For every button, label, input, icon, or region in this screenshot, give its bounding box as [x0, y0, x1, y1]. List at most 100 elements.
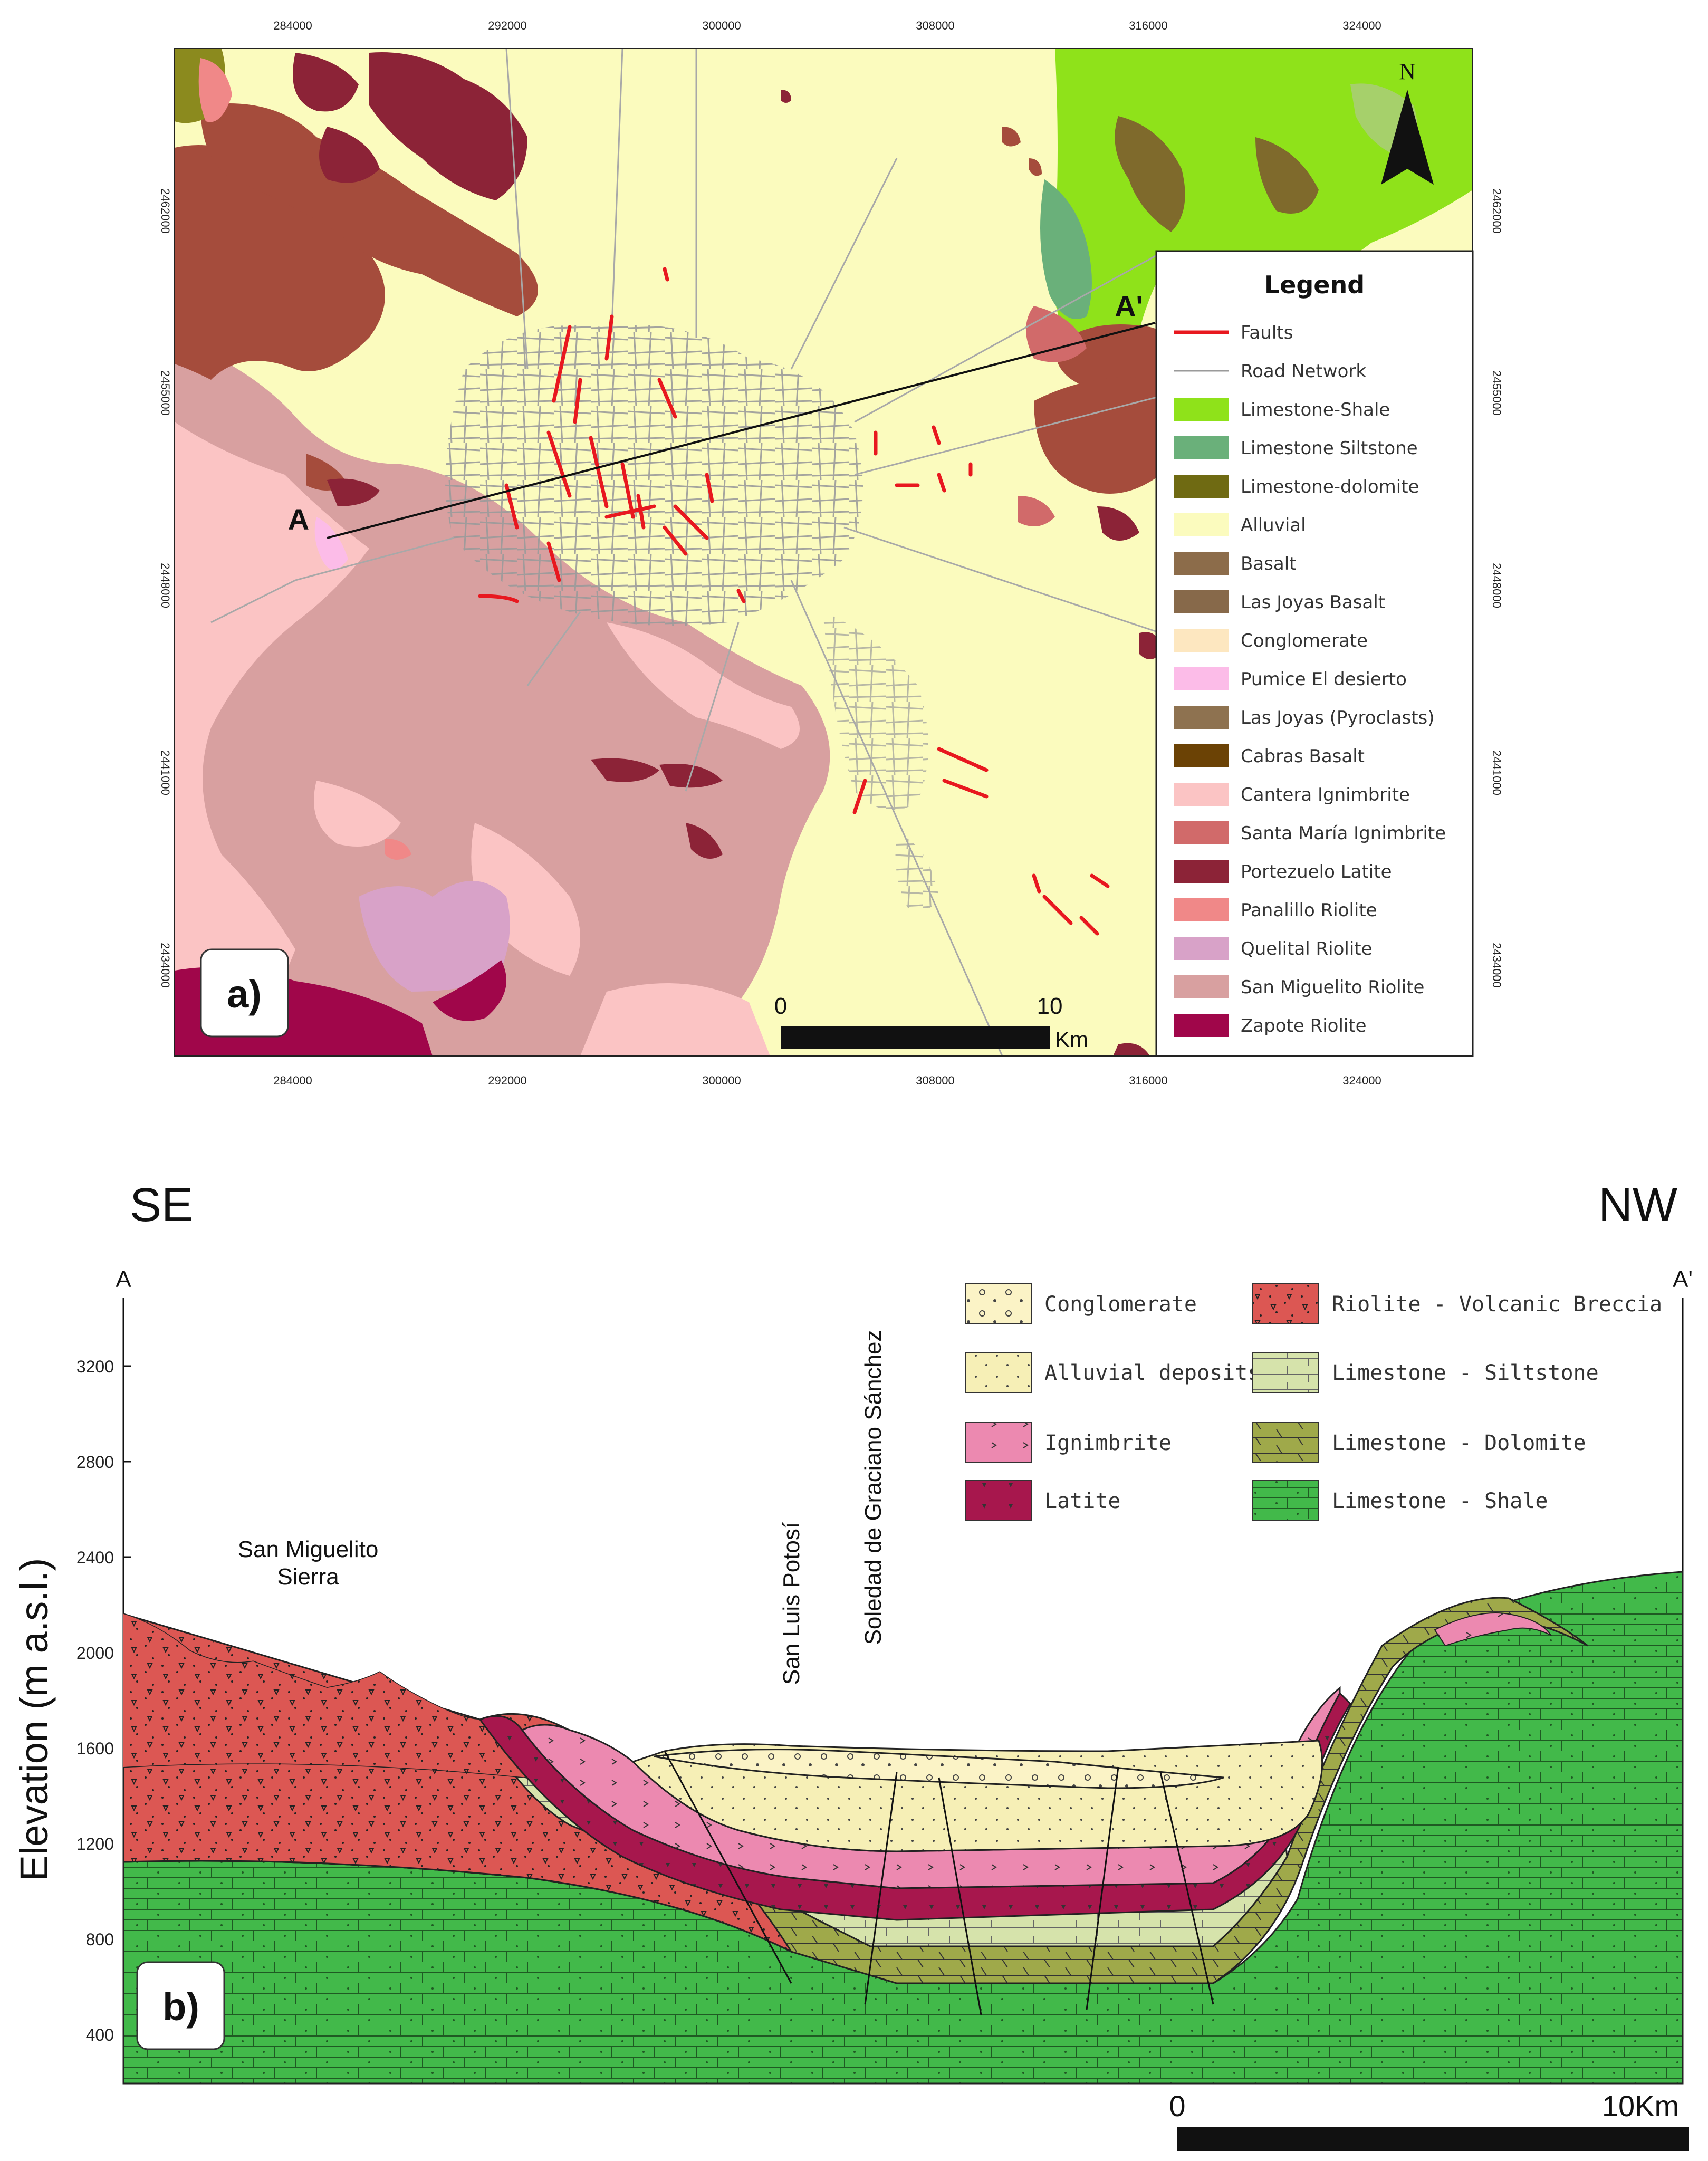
unit-dot [1029, 158, 1042, 176]
unit-santa-maria-patch-east [1026, 306, 1087, 362]
cross-section: SE NW A A' Elevation (m a.s.l.) 3200 2800… [12, 1179, 1693, 2151]
map-legend-item: Portezuelo Latite [1174, 860, 1392, 883]
map-legend-label: Alluvial [1241, 515, 1306, 536]
legend-swatch [1174, 937, 1229, 960]
map-legend-label: Cabras Basalt [1241, 746, 1365, 767]
unit-quelital-riolite [359, 881, 510, 992]
legend-swatch [1174, 744, 1229, 767]
map-legend-item: Quelital Riolite [1174, 937, 1373, 960]
map-legend-item: Limestone-Shale [1174, 398, 1390, 421]
legend-swatch [1174, 590, 1229, 613]
tick-right-1: 2455000 [1490, 370, 1503, 416]
section-legend-swatch [965, 1480, 1032, 1521]
label-san-miguelito-1: San Miguelito [238, 1536, 379, 1562]
unit-cantera-ignimbrite-lobe [471, 823, 580, 976]
north-label: N [1399, 59, 1416, 84]
geologic-map-panel: 284000 292000 300000 308000 316000 32400… [159, 19, 1503, 1087]
tick-bottom-4: 316000 [1129, 1074, 1167, 1087]
unit-santa-maria-ignimbrite [175, 145, 385, 380]
section-legend-item: Latite [965, 1480, 1121, 1521]
point-a-prime-label: A' [1115, 290, 1143, 323]
section-legend-label: Conglomerate [1044, 1292, 1197, 1317]
map-legend-label: Cantera Ignimbrite [1241, 784, 1410, 805]
map-legend-label: Panalillo Riolite [1241, 900, 1377, 921]
map-legend-item: Road Network [1174, 361, 1366, 382]
legend-swatch [1174, 552, 1229, 575]
map-legend-item: Limestone Siltstone [1174, 436, 1418, 459]
map-scale-bar: 0 10 Km [774, 993, 1088, 1052]
tick-top-1: 292000 [488, 19, 526, 32]
y-tick-label: 2800 [76, 1453, 114, 1472]
unit-cantera-ignimbrite-lobe [580, 983, 770, 1056]
legend-swatch [1174, 821, 1229, 844]
legend-swatch [1174, 706, 1229, 729]
y-tick-label: 2000 [76, 1644, 114, 1663]
section-legend-item: Conglomerate [965, 1283, 1197, 1324]
legend-swatch [1174, 475, 1229, 498]
section-layers [122, 1571, 1684, 2085]
legend-swatch [1174, 1014, 1229, 1037]
direction-se: SE [130, 1179, 193, 1232]
panel-label-a-box [200, 948, 289, 1038]
section-legend: Conglomerate Alluvial deposits Ignimbrite L… [965, 1283, 1662, 1521]
map-legend-item: Santa María Ignimbrite [1174, 821, 1446, 844]
legend-swatch [1174, 860, 1229, 883]
map-legend-item: Cabras Basalt [1174, 744, 1365, 767]
tick-right-2: 2448000 [1490, 563, 1503, 608]
section-legend-swatch [965, 1422, 1032, 1463]
unit-limestone-dolomite [1115, 116, 1185, 232]
section-legend-label: Latite [1044, 1489, 1121, 1513]
section-legend-item: Ignimbrite [965, 1422, 1172, 1463]
tick-left-0: 2462000 [159, 188, 172, 234]
section-faults [664, 1751, 1214, 2015]
unit-cantera-ignimbrite-lobe [314, 781, 401, 847]
unit-limestone-siltstone [1040, 179, 1092, 319]
map-legend-item: Limestone-dolomite [1174, 475, 1419, 498]
unit-santa-maria-east2 [1034, 377, 1160, 494]
tick-left-4: 2434000 [159, 943, 172, 988]
tick-top-4: 316000 [1129, 19, 1167, 32]
point-a-label: A [288, 503, 309, 536]
map-legend-label: Quelital Riolite [1241, 938, 1373, 959]
unit-latite-body [686, 823, 723, 859]
map-legend-label: Faults [1241, 322, 1293, 343]
map-legend-item: Conglomerate [1174, 629, 1368, 652]
label-soledad: Soledad de Graciano Sánchez [860, 1330, 886, 1645]
y-tick-label: 3200 [76, 1357, 114, 1376]
map-legend-item: Faults [1174, 322, 1293, 343]
tick-top-3: 308000 [916, 19, 954, 32]
unit-zapote-riolite-patch [433, 960, 506, 1021]
unit-santa-maria-ignimbrite-lobe [200, 103, 538, 316]
tick-bottom-3: 308000 [916, 1074, 954, 1087]
label-san-luis-potosi: San Luis Potosí [779, 1522, 804, 1685]
unit-san-miguelito-riolite [175, 338, 830, 1056]
y-axis-label: Elevation (m a.s.l.) [12, 1558, 56, 1881]
north-arrow-icon: N [1381, 59, 1434, 185]
y-tick-label: 2400 [76, 1548, 114, 1567]
unit-panalillo-patch [385, 839, 411, 860]
faults [478, 267, 1110, 936]
map-legend-label: Pumice El desierto [1241, 669, 1407, 690]
section-point-a: A [116, 1266, 131, 1292]
map-legend-label: Santa María Ignimbrite [1241, 823, 1446, 844]
section-legend-swatch [1252, 1422, 1319, 1463]
section-legend-swatch [965, 1352, 1032, 1393]
section-legend-label: Riolite - Volcanic Breccia [1332, 1292, 1662, 1317]
unit-panalillo-riolite [198, 58, 232, 122]
unit-latite-south-east [1113, 1043, 1150, 1056]
section-line-a-a-prime [327, 322, 1156, 539]
map-legend-label: Zapote Riolite [1241, 1015, 1367, 1036]
unit-cantera-ignimbrite-lobe [607, 622, 800, 749]
legend-swatch [1174, 436, 1229, 459]
map-legend-item: Basalt [1174, 552, 1297, 575]
unit-cantera-ignimbrite [175, 422, 369, 1056]
legend-swatch [1174, 398, 1229, 421]
section-legend-item: Alluvial deposits [965, 1352, 1260, 1393]
legend-swatch [1174, 898, 1229, 921]
map-legend-item: Cantera Ignimbrite [1174, 783, 1410, 806]
y-tick-label: 1600 [76, 1739, 114, 1758]
tick-left-1: 2455000 [159, 370, 172, 416]
tick-top-0: 284000 [273, 19, 312, 32]
road-network-se [823, 612, 928, 810]
map-legend-label: Basalt [1241, 553, 1297, 574]
